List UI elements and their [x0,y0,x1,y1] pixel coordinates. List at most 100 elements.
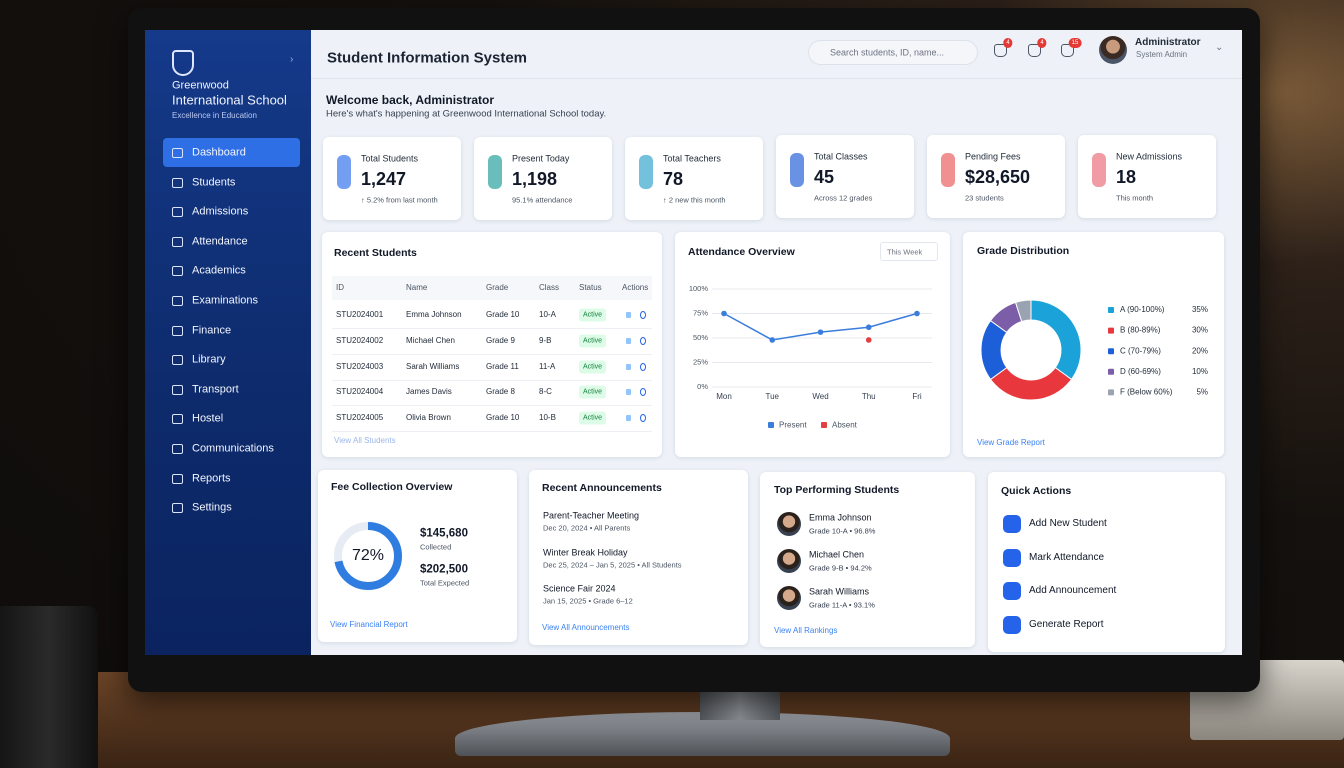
action-icon[interactable] [626,389,631,396]
student-meta: Grade 11-A • 93.1% [809,600,875,610]
action-icon[interactable] [626,337,631,344]
stat-note: Across 12 grades [814,193,873,203]
quick-action[interactable]: Add Announcement [1029,585,1117,597]
table-cell: 11-A [539,361,556,371]
announcement-title[interactable]: Parent-Teacher Meeting [543,510,640,521]
fees-panel [318,470,517,642]
action-icon[interactable] [1003,515,1021,533]
series-line [723,312,918,341]
menu-item[interactable]: Examinations [192,294,259,307]
menu-item[interactable]: Students [192,176,236,189]
row-divider [332,431,652,433]
column-header: ID [336,283,344,292]
panel-link[interactable]: View Grade Report [977,438,1045,447]
panel-link[interactable]: View Financial Report [330,620,408,629]
y-tick-label: 75% [693,308,708,317]
quick-action[interactable]: Generate Report [1029,618,1104,630]
table-cell: STU2024001 [336,310,384,319]
x-tick-label: Thu [862,392,876,401]
panel-link[interactable]: View All Announcements [542,623,630,632]
menu-item[interactable]: Hostel [192,412,224,425]
table-cell: 10-A [539,310,556,319]
action-icon[interactable] [640,362,646,371]
legend-value: 20% [1192,346,1208,355]
stat-label: Total Students [361,153,419,164]
data-point [721,310,727,317]
student-avatar [777,549,801,573]
data-point [865,337,872,343]
user-menu-chevron[interactable]: ⌄ [1215,42,1224,53]
panel-link[interactable]: View All Rankings [774,626,838,635]
menu-item[interactable]: Settings [192,501,232,514]
action-icon[interactable] [1003,582,1021,601]
y-tick-label: 0% [697,382,708,391]
action-icon[interactable] [640,388,646,397]
menu-item[interactable]: Finance [192,324,232,337]
table-cell: 9-B [539,335,552,345]
legend-swatch [821,422,827,428]
menu-item[interactable]: Attendance [192,235,248,248]
stat-icon [337,155,351,189]
filter-dropdown[interactable] [880,242,938,261]
legend-swatch [1108,307,1114,313]
menu-item[interactable]: Communications [192,442,274,455]
column-header: Grade [486,283,509,292]
search-placeholder: Search students, ID, name... [830,47,945,58]
action-icon[interactable] [1003,548,1021,567]
menu-item[interactable]: Transport [192,383,239,396]
status-pill: Active [579,334,607,348]
status-pill: Active [579,411,607,425]
menu-item[interactable]: Dashboard [192,146,246,159]
stat-note: ↑ 2 new this month [663,195,726,205]
user-role: System Admin [1136,50,1188,59]
menu-active [163,138,300,167]
legend-swatch [1108,389,1114,396]
status-pill: Active [579,360,607,374]
data-point [769,337,776,343]
header-icon[interactable] [1061,44,1074,57]
action-icon[interactable] [640,336,646,345]
legend-label: C (70-79%) [1120,346,1161,355]
legend-value: 5% [1196,388,1208,397]
menu-item[interactable]: Academics [192,264,246,277]
announcement-meta: Dec 25, 2024 – Jan 5, 2025 • All Student… [543,559,682,569]
announcement-title[interactable]: Science Fair 2024 [543,583,616,594]
stat-icon [790,153,804,187]
stat-label: Pending Fees [965,151,1021,162]
action-icon[interactable] [626,363,631,370]
legend-swatch [1108,348,1114,355]
panel-title: Fee Collection Overview [331,480,453,493]
fee-amount: $145,680 [420,527,468,540]
row-divider [332,379,652,381]
action-icon[interactable] [640,414,646,423]
menu-item[interactable]: Reports [192,472,231,485]
header-icon[interactable] [994,44,1007,57]
menu-icon [172,236,183,247]
menu-item[interactable]: Admissions [192,205,249,218]
stat-note: This month [1116,193,1154,203]
action-icon[interactable] [1003,615,1021,634]
collapse-icon[interactable]: › [290,54,294,65]
stat-note: 23 students [965,193,1004,203]
row-divider [332,328,652,329]
menu-icon [172,414,183,425]
student-meta: Grade 9-B • 94.2% [809,563,872,573]
student-avatar [777,512,801,536]
column-header: Class [539,283,560,292]
quick-action[interactable]: Add New Student [1029,518,1107,529]
action-icon[interactable] [626,312,631,318]
menu-icon [172,444,183,454]
announcement-title[interactable]: Winter Break Holiday [543,547,628,557]
x-tick-label: Fri [912,392,922,401]
action-icon[interactable] [626,415,631,422]
menu-item[interactable]: Library [192,353,226,366]
quick-action[interactable]: Mark Attendance [1029,551,1105,563]
panel-link[interactable]: View All Students [334,436,396,445]
donut-slice [1030,299,1082,381]
filter-label[interactable]: This Week [887,247,923,257]
search-box[interactable] [808,40,978,65]
header-icon[interactable] [1028,44,1041,57]
donut-slice [989,366,1073,401]
action-icon[interactable] [640,311,646,319]
